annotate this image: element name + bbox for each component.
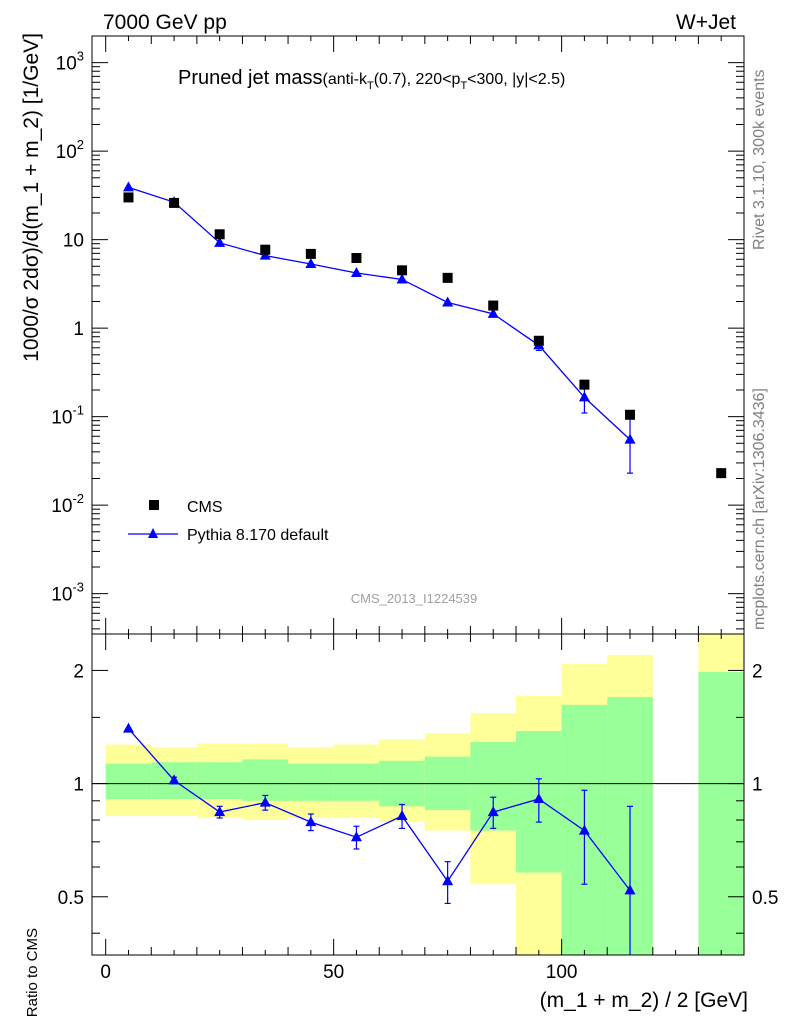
- main-plot-frame: [91, 35, 745, 635]
- pythia-point: [305, 258, 317, 269]
- ratio-y-axis-label: Ratio to CMS: [24, 928, 41, 1017]
- ratio-inner-band: [242, 759, 289, 801]
- cms-point: [397, 265, 408, 276]
- title-sub-b: (0.7), 220<p: [374, 71, 461, 88]
- main-y-tick-label: 10-1: [51, 403, 84, 429]
- ratio-point: [350, 831, 362, 842]
- legend-pythia-marker: [148, 528, 158, 538]
- ratio-point: [487, 806, 499, 817]
- ratio-point: [578, 824, 590, 835]
- cms-point: [214, 229, 225, 240]
- legend-cms-label: CMS: [187, 499, 223, 516]
- legend: CMS Pythia 8.170 default: [128, 499, 329, 544]
- main-y-tick-label: 103: [56, 49, 84, 75]
- mcplots-reference-label: mcplots.cern.ch [arXiv:1306.3436]: [751, 388, 768, 630]
- ratio-point: [442, 875, 454, 886]
- pythia-point: [214, 236, 226, 247]
- ratio-series-line: [127, 728, 631, 891]
- legend-pythia-label: Pythia 8.170 default: [187, 527, 329, 544]
- pythia-point: [487, 307, 499, 318]
- ratio-inner-band: [105, 763, 152, 799]
- ratio-inner-band: [333, 763, 380, 801]
- ratio-inner-band: [196, 762, 243, 799]
- main-y-axis-label: 1000/σ 2dσ)/d(m_1 + m_2) [1/GeV]: [20, 33, 43, 362]
- main-y-tick-label: 10-2: [51, 491, 84, 517]
- ratio-y-tick-label-left: 0.5: [58, 888, 84, 909]
- ratio-point: [168, 774, 180, 785]
- cms-point: [533, 335, 544, 346]
- title-sub-c: <300, |y|<2.5): [467, 71, 565, 88]
- cms-point: [579, 379, 590, 390]
- pythia-point: [122, 181, 134, 192]
- ratio-plot-frame: [91, 633, 745, 956]
- energy-label: 7000 GeV pp: [103, 11, 227, 34]
- ratio-point: [305, 816, 317, 827]
- ratio-point: [214, 806, 226, 817]
- x-axis-label: (m_1 + m_2) / 2 [GeV]: [540, 989, 748, 1012]
- pythia-point: [396, 273, 408, 284]
- title-main: Pruned jet mass: [178, 67, 323, 89]
- analysis-watermark: CMS_2013_I1224539: [351, 591, 478, 606]
- main-y-tick-label: 1: [73, 319, 84, 340]
- ratio-plot-area: 0 50 100 0.5 0.5 1 1 2 2: [58, 36, 778, 983]
- ratio-point: [122, 722, 134, 733]
- cms-point: [488, 300, 499, 311]
- ratio-inner-band: [288, 763, 334, 801]
- cms-point: [625, 409, 636, 420]
- cms-point: [442, 272, 453, 283]
- pythia-series-line: [128, 186, 631, 441]
- rivet-version-label: Rivet 3.1.10, 300k events: [751, 69, 768, 250]
- ratio-y-tick-label-left: 2: [73, 661, 84, 682]
- ratio-point: [624, 884, 636, 895]
- x-tick-label: 50: [323, 962, 344, 983]
- main-y-tick-label: 10: [63, 231, 84, 252]
- ratio-point: [533, 792, 545, 803]
- pythia-point: [624, 433, 636, 444]
- ratio-y-tick-label-right: 2: [752, 661, 763, 682]
- ratio-y-tick-label-right: 1: [752, 775, 763, 796]
- pythia-point: [442, 296, 454, 307]
- title-sub-a-subscript: T: [367, 80, 374, 92]
- legend-cms-marker: [149, 500, 159, 510]
- pythia-point: [350, 266, 362, 277]
- cms-point: [169, 197, 180, 208]
- main-y-tick-label: 10-3: [51, 580, 84, 606]
- x-tick-label: 100: [546, 962, 578, 983]
- main-y-tick-label: 102: [56, 137, 84, 163]
- process-label: W+Jet: [676, 11, 736, 34]
- pythia-point: [578, 391, 590, 402]
- title-sub-a: (anti-k: [323, 71, 368, 88]
- cms-point: [260, 244, 271, 255]
- cms-point: [123, 192, 134, 203]
- ratio-y-tick-label-left: 1: [73, 775, 84, 796]
- x-tick-label: 0: [100, 962, 111, 983]
- plot-title: Pruned jet mass(anti-kT(0.7), 220<pT<300…: [178, 67, 565, 92]
- cms-point: [351, 253, 362, 264]
- cms-point: [716, 468, 727, 479]
- ratio-point: [396, 809, 408, 820]
- title-sub-b-subscript: T: [460, 80, 467, 92]
- ratio-inner-band: [698, 672, 744, 955]
- cms-point: [305, 248, 316, 259]
- ratio-y-tick-label-right: 0.5: [752, 888, 778, 909]
- main-plot-area: 10-3 10-2 10-1 1 10 102 103: [51, 35, 745, 955]
- ratio-point: [259, 796, 271, 807]
